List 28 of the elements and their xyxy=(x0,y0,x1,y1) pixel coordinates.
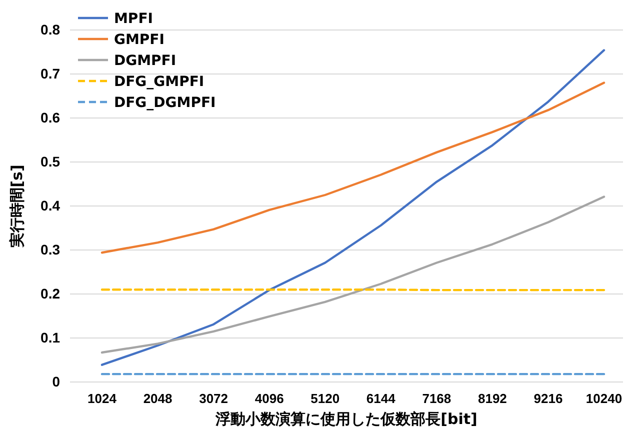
x-axis-title: 浮動小数演算に使用した仮数部長[bit] xyxy=(214,410,478,428)
x-tick-label: 6144 xyxy=(366,391,396,406)
legend-label: DFG_GMPFI xyxy=(114,74,204,90)
legend-label: DGMPFI xyxy=(114,53,176,69)
y-axis-title: 実行時間[s] xyxy=(8,164,26,248)
line-series xyxy=(100,49,606,366)
y-tick-label: 0.1 xyxy=(40,329,60,346)
y-tick-label: 0.6 xyxy=(40,109,60,126)
y-tick-label: 0.3 xyxy=(40,241,60,258)
x-tick-label: 8192 xyxy=(478,391,507,406)
y-tick-label: 0 xyxy=(52,373,60,390)
x-tick-label: 3072 xyxy=(199,391,228,406)
legend-label: GMPFI xyxy=(114,32,164,48)
y-tick-label: 0.4 xyxy=(40,197,60,214)
y-tick-label: 0.8 xyxy=(40,21,60,38)
y-tick-label: 0.7 xyxy=(40,65,60,82)
y-tick-label: 0.5 xyxy=(40,153,60,170)
legend-label: DFG_DGMPFI xyxy=(114,95,216,111)
x-tick-label: 2048 xyxy=(143,391,172,406)
x-tick-label: 7168 xyxy=(422,391,452,406)
x-tick-label: 4096 xyxy=(254,391,284,406)
x-tick-label: 9216 xyxy=(534,391,563,406)
y-tick-label: 0.2 xyxy=(40,285,60,302)
x-tick-label: 10240 xyxy=(586,391,622,406)
x-tick-label: 5120 xyxy=(310,391,340,406)
line-series xyxy=(100,196,606,354)
x-tick-label: 1024 xyxy=(88,391,118,406)
legend-label: MPFI xyxy=(114,11,153,27)
